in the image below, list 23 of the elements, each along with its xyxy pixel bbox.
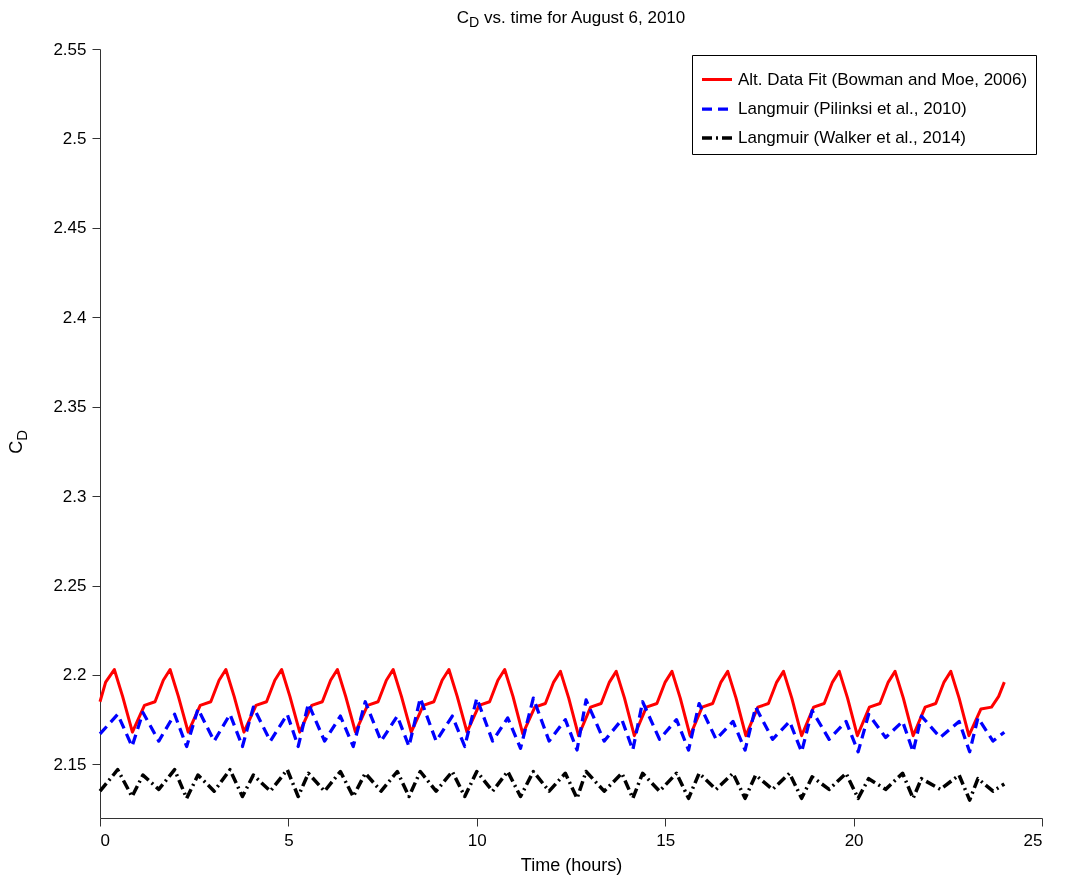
y-tick-label: 2.2 — [62, 665, 87, 685]
y-tick-label: 2.4 — [62, 307, 87, 327]
y-tick-label: 2.35 — [53, 397, 87, 417]
line-series — [98, 767, 1007, 802]
x-tick-label: 5 — [284, 830, 294, 850]
chart-title: C$_{D}$ vs. time for August 6, 2010 — [455, 8, 687, 31]
x-axis-title: Time (hours) — [520, 854, 623, 875]
y-tick-label: 2.45 — [53, 218, 87, 238]
x-tick-label: 10 — [467, 830, 487, 850]
legend-label: Langmuir (Walker et al., 2014) — [738, 128, 967, 147]
legend-label: Langmuir (Pilinksi et al., 2010) — [738, 99, 967, 118]
x-tick-label: 25 — [1023, 830, 1043, 850]
y-tick-label: 2.3 — [62, 486, 87, 506]
y-tick-label: 2.25 — [53, 576, 87, 596]
y-tick-label: 2.5 — [62, 128, 87, 148]
line-series — [98, 668, 1006, 738]
y-tick-label: 2.15 — [53, 754, 87, 774]
legend-label: Alt. Data Fit (Bowman and Moe, 2006) — [738, 69, 1028, 89]
line-series — [98, 696, 1006, 754]
y-tick-label: 2.55 — [53, 39, 87, 59]
x-tick-label: 20 — [844, 830, 864, 850]
x-tick-label: 15 — [656, 830, 676, 850]
x-tick-label: 0 — [100, 830, 110, 850]
